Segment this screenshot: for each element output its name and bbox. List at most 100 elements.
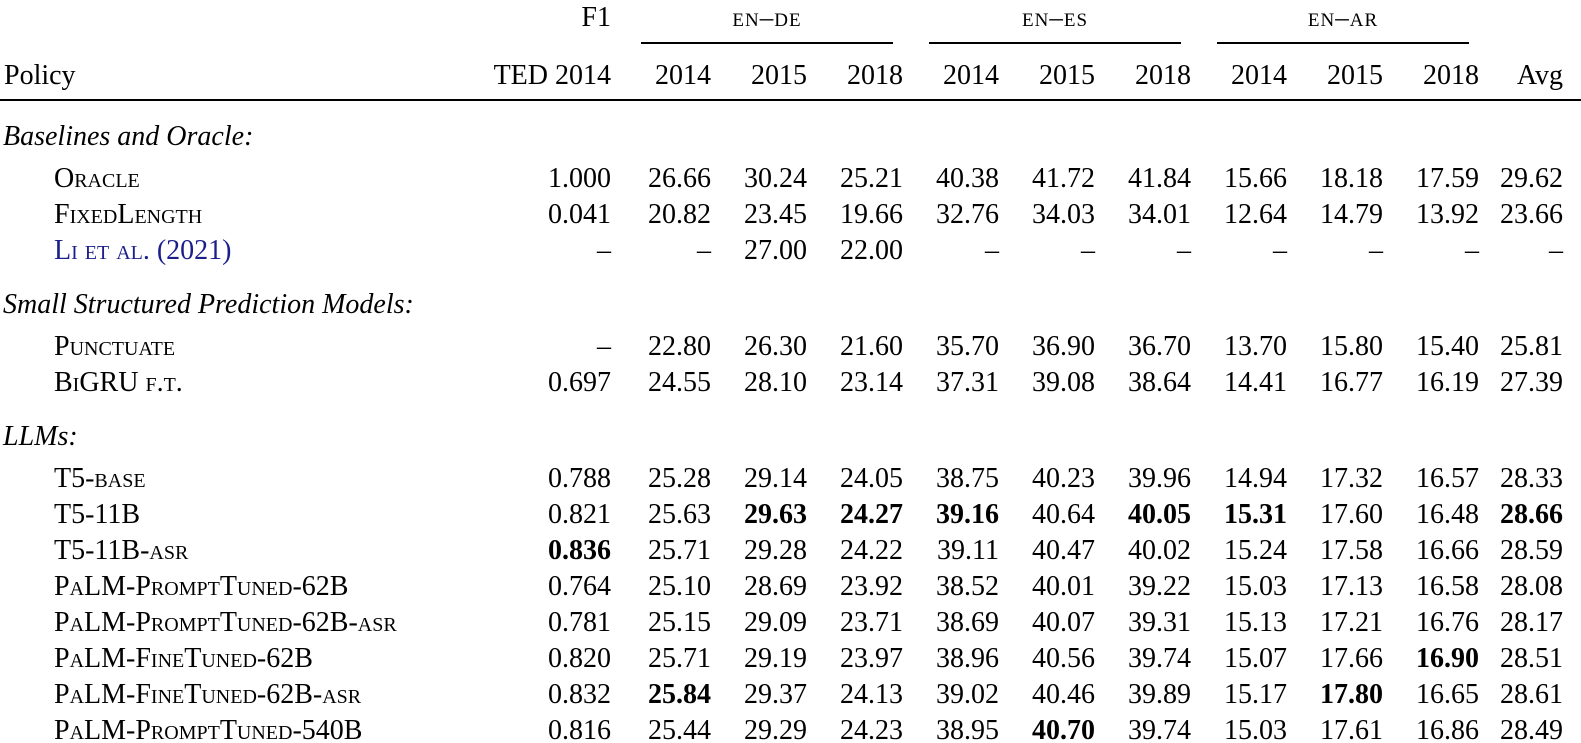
value-cell: 0.041: [548, 199, 611, 230]
value-cell: 28.51: [1500, 643, 1564, 674]
value-cell: 0.832: [548, 679, 611, 710]
value-cell: 15.03: [1224, 571, 1288, 602]
value-cell: 27.39: [1500, 367, 1564, 398]
table-row: T5-11B-asr 0.836 25.71 29.28 24.22 39.11 40.47…: [0, 533, 1581, 569]
value-cell: 15.40: [1416, 331, 1480, 362]
section-title: LLMs:: [3, 421, 78, 452]
value-cell: 39.22: [1128, 571, 1192, 602]
value-cell: 38.75: [936, 463, 1000, 494]
value-cell: 25.71: [648, 643, 711, 674]
value-cell: 22.00: [840, 235, 904, 266]
value-cell: 28.08: [1500, 571, 1564, 602]
value-cell: 25.44: [648, 715, 711, 743]
table-row: T5-base 0.788 25.28 29.14 24.05 38.75 40.23 39.…: [0, 461, 1581, 497]
policy-label: BiGRU f.t.: [54, 367, 183, 398]
value-cell: 40.05: [1128, 499, 1192, 530]
en-de-2018-header: 2018: [807, 52, 904, 101]
value-cell: 28.61: [1500, 679, 1564, 710]
value-cell: 38.96: [936, 643, 1000, 674]
value-cell: 14.41: [1224, 367, 1288, 398]
value-cell: –: [697, 235, 711, 266]
value-cell: –: [1273, 235, 1288, 266]
value-cell: 25.71: [648, 535, 711, 566]
value-cell: 17.80: [1320, 679, 1384, 710]
value-cell: 23.92: [840, 571, 904, 602]
value-cell: 27.00: [744, 235, 807, 266]
en-de-2014-header: 2014: [615, 52, 711, 101]
value-cell: 24.22: [840, 535, 904, 566]
f1-header: F1: [581, 2, 611, 33]
policy-label: Punctuate: [54, 331, 176, 362]
value-cell: 40.23: [1032, 463, 1096, 494]
policy-label: PaLM-PromptTuned-540B: [54, 715, 363, 743]
value-cell: 23.45: [744, 199, 807, 230]
value-cell: 17.58: [1320, 535, 1384, 566]
value-cell: 39.74: [1128, 643, 1192, 674]
en-ar-2018-header: 2018: [1383, 52, 1480, 101]
value-cell: 30.24: [744, 163, 807, 194]
value-cell: 0.764: [548, 571, 611, 602]
policy-label: Oracle: [54, 163, 140, 194]
value-cell: 29.29: [744, 715, 807, 743]
value-cell: –: [985, 235, 1000, 266]
value-cell: 28.49: [1500, 715, 1564, 743]
value-cell: 25.84: [648, 679, 711, 710]
policy-label: PaLM-PromptTuned-62B-asr: [54, 607, 397, 638]
value-cell: 39.96: [1128, 463, 1192, 494]
section-title: Baselines and Oracle:: [3, 121, 254, 152]
value-cell: 36.90: [1032, 331, 1096, 362]
value-cell: 15.24: [1224, 535, 1288, 566]
value-cell: –: [1177, 235, 1192, 266]
section-row: Small Structured Prediction Models:: [0, 269, 1581, 329]
en-de-2015-header: 2015: [711, 52, 807, 101]
value-cell: 0.781: [548, 607, 611, 638]
value-cell: 16.86: [1416, 715, 1480, 743]
value-cell: 28.66: [1500, 499, 1564, 530]
value-cell: 16.48: [1416, 499, 1480, 530]
value-cell: 25.28: [648, 463, 711, 494]
value-cell: 24.05: [840, 463, 904, 494]
value-cell: 25.10: [648, 571, 711, 602]
value-cell: 28.69: [744, 571, 807, 602]
value-cell: 20.82: [648, 199, 711, 230]
table-row: PaLM-FineTuned-62B 0.820 25.71 29.19 23.97 38…: [0, 641, 1581, 677]
value-cell: 0.816: [548, 715, 611, 743]
table-row: BiGRU f.t. 0.697 24.55 28.10 23.14 37.31 39.08…: [0, 365, 1581, 401]
value-cell: 24.27: [840, 499, 904, 530]
value-cell: 15.03: [1224, 715, 1288, 743]
value-cell: 34.03: [1032, 199, 1096, 230]
value-cell: 24.55: [648, 367, 711, 398]
value-cell: 28.10: [744, 367, 807, 398]
value-cell: 17.13: [1320, 571, 1384, 602]
value-cell: 39.16: [936, 499, 1000, 530]
table-row: PaLM-PromptTuned-62B-asr 0.781 25.15 29.09 2…: [0, 605, 1581, 641]
value-cell: 15.13: [1224, 607, 1288, 638]
en-es-underline: en–es: [929, 0, 1182, 44]
value-cell: –: [597, 235, 611, 266]
value-cell: 13.70: [1224, 331, 1288, 362]
value-cell: 16.76: [1416, 607, 1480, 638]
value-cell: 26.30: [744, 331, 807, 362]
group-en-ar: en–ar: [1191, 0, 1479, 52]
avg-column-header: Avg: [1479, 52, 1581, 101]
value-cell: –: [1465, 235, 1480, 266]
value-cell: –: [597, 331, 611, 362]
value-cell: 28.33: [1500, 463, 1564, 494]
value-cell: 26.66: [648, 163, 711, 194]
policy-label: FixedLength: [54, 199, 203, 230]
value-cell: 39.74: [1128, 715, 1192, 743]
value-cell: 15.80: [1320, 331, 1384, 362]
value-cell: 14.79: [1320, 199, 1384, 230]
value-cell: 16.65: [1416, 679, 1480, 710]
value-cell: 16.77: [1320, 367, 1384, 398]
value-cell: 41.84: [1128, 163, 1192, 194]
policy-column-header: Policy: [0, 52, 475, 101]
table-row: PaLM-PromptTuned-62B 0.764 25.10 28.69 23.92…: [0, 569, 1581, 605]
citation-link[interactable]: Li et al. (2021): [54, 235, 232, 266]
value-cell: 24.13: [840, 679, 904, 710]
value-cell: 32.76: [936, 199, 1000, 230]
value-cell: 29.19: [744, 643, 807, 674]
policy-label: PaLM-PromptTuned-62B: [54, 571, 349, 602]
section-row: LLMs:: [0, 401, 1581, 461]
value-cell: 19.66: [840, 199, 904, 230]
